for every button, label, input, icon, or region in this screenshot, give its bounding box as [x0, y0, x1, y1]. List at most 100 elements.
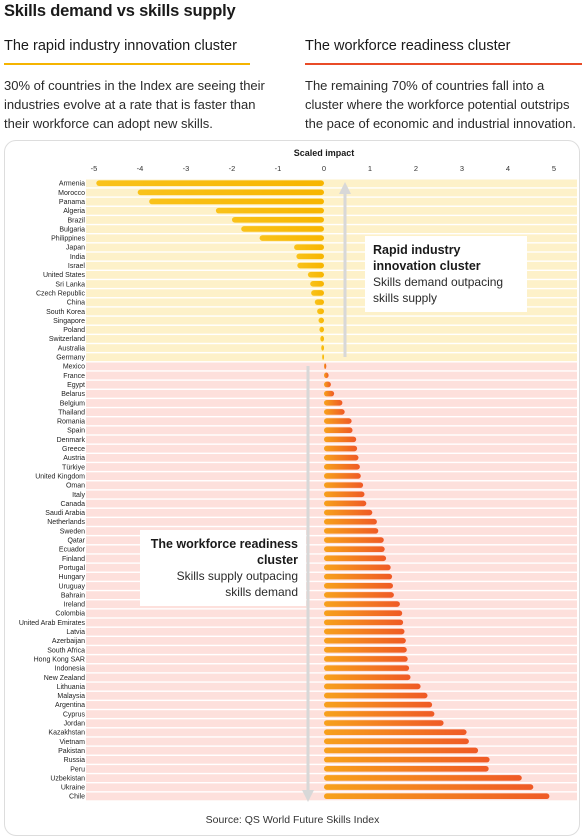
bar [215, 207, 324, 214]
category-label: Algeria [63, 208, 85, 215]
category-label: Cyprus [63, 711, 86, 718]
bar [324, 692, 428, 699]
row-band [86, 316, 577, 325]
category-label: South Korea [46, 309, 85, 316]
row-band [86, 353, 577, 362]
bar [137, 189, 324, 196]
row-band [86, 307, 577, 316]
x-tick-label: -5 [91, 164, 98, 173]
bar [324, 647, 407, 653]
left-heading-rule [4, 63, 250, 65]
row-band [86, 225, 577, 233]
category-label: Türkiye [62, 464, 85, 471]
category-label: Panama [59, 199, 85, 206]
category-label: Pakistan [58, 748, 85, 755]
bar [324, 765, 489, 772]
category-label: Vietnam [59, 739, 85, 746]
workforce-cluster-annotation-subtitle: Skills supply outpacing skills demand [176, 569, 298, 599]
bar [324, 564, 391, 571]
category-label: Israel [68, 263, 86, 270]
row-band [86, 362, 577, 371]
bar [324, 509, 373, 516]
row-band [86, 280, 577, 288]
category-label: Thailand [58, 409, 85, 416]
bar [311, 290, 324, 296]
category-label: France [63, 373, 85, 380]
x-tick-label: -1 [275, 164, 282, 173]
page-title: Skills demand vs skills supply [4, 2, 236, 20]
x-tick-label: 0 [322, 164, 326, 173]
right-cluster-heading: The workforce readiness cluster [305, 38, 511, 54]
category-label: Czech Republic [36, 290, 86, 297]
category-label: South Africa [47, 647, 85, 654]
left-cluster-heading: The rapid industry innovation cluster [4, 38, 237, 54]
bar [324, 656, 408, 662]
bar [319, 326, 324, 333]
source-note: Source: QS World Future Skills Index [205, 814, 380, 826]
bar [324, 637, 406, 644]
bar [324, 701, 433, 708]
row-band [86, 344, 577, 352]
bar [324, 711, 435, 717]
category-label: Spain [67, 428, 85, 435]
category-label: Bulgaria [59, 226, 85, 233]
bar [324, 793, 550, 800]
down-arrow-head [302, 790, 314, 802]
category-label: United Arab Emirates [19, 620, 86, 627]
bar [324, 601, 400, 607]
category-label: Italy [72, 492, 85, 499]
bar [322, 354, 324, 360]
bar [324, 784, 534, 790]
category-label: Japan [66, 245, 85, 252]
category-label: Armenia [59, 181, 85, 188]
bar [232, 216, 324, 223]
category-label: Poland [63, 327, 85, 334]
bar [96, 180, 324, 186]
category-label: Ecuador [59, 547, 86, 554]
bar [310, 281, 324, 287]
bar [321, 345, 324, 351]
workforce-cluster-annotation-title: The workforce readiness cluster [150, 537, 298, 567]
bar [324, 537, 384, 543]
bar [324, 464, 360, 470]
category-label: Chile [69, 794, 85, 801]
category-label: United Kingdom [35, 473, 85, 480]
chart-title: Scaled impact [294, 148, 355, 158]
bar [324, 445, 358, 452]
bar [324, 381, 331, 388]
category-label: Germany [56, 355, 85, 362]
row-band [86, 371, 577, 380]
bar [294, 244, 324, 251]
category-label: Portugal [59, 565, 86, 572]
category-label: Greece [62, 446, 85, 453]
category-label: Philippines [51, 236, 85, 243]
category-label: Qatar [67, 538, 85, 545]
up-arrow-head [339, 182, 351, 194]
row-band [86, 298, 577, 307]
bar [324, 482, 364, 488]
bar [324, 363, 327, 369]
left-cluster-description: 30% of countries in the Index are seeing… [4, 78, 265, 131]
row-band [86, 325, 577, 334]
row-band [86, 289, 577, 298]
bar [324, 610, 403, 617]
bar [324, 674, 411, 681]
bar [324, 436, 357, 443]
bar [324, 454, 359, 461]
bar [324, 399, 343, 406]
bar [324, 729, 467, 735]
bar [318, 317, 324, 324]
category-label: Egypt [67, 382, 85, 389]
category-label: Belgium [60, 400, 85, 407]
bar [324, 491, 365, 498]
category-label: Morocco [58, 190, 85, 197]
x-tick-label: 3 [460, 164, 464, 173]
category-label: Azerbaijan [52, 638, 85, 645]
category-label: Belarus [61, 391, 85, 398]
bar [307, 271, 324, 278]
category-label: Latvia [66, 629, 85, 636]
row-band [86, 197, 577, 206]
category-label: Oman [66, 483, 85, 490]
row-band [86, 261, 577, 270]
category-label: Romania [57, 419, 85, 426]
